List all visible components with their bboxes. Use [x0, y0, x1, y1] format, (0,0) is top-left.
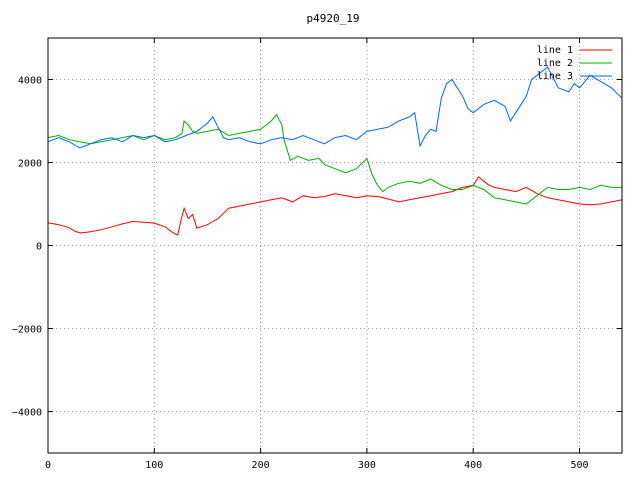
x-tick-label: 400	[464, 460, 482, 471]
legend-label-3: line 3	[537, 71, 573, 82]
chart-title: p4920_19	[307, 12, 360, 25]
series-line-1	[47, 176, 623, 236]
y-tick-label: 0	[36, 242, 42, 253]
legend-label-2: line 2	[537, 58, 573, 69]
plot-frame	[47, 37, 623, 454]
x-tick-label: 500	[570, 460, 588, 471]
x-tick-label: 0	[45, 460, 51, 471]
legend-label-1: line 1	[537, 45, 573, 56]
gridlines	[47, 38, 622, 453]
x-tick-label: 200	[252, 460, 270, 471]
x-tick-label: 100	[145, 460, 163, 471]
legend: line 1 line 2 line 3	[537, 45, 612, 82]
x-tick-label: 300	[358, 460, 376, 471]
y-tick-label: −2000	[12, 325, 42, 336]
y-tick-label: 4000	[18, 76, 42, 87]
y-tick-label: 2000	[18, 159, 42, 170]
data-series	[47, 66, 623, 236]
y-tick-label: −4000	[12, 408, 42, 419]
series-line-2	[47, 113, 622, 205]
series-line-3	[47, 66, 623, 149]
axes: 0 100 200 300 400 500 −4000 −2000 0 2000 4000	[12, 38, 622, 471]
